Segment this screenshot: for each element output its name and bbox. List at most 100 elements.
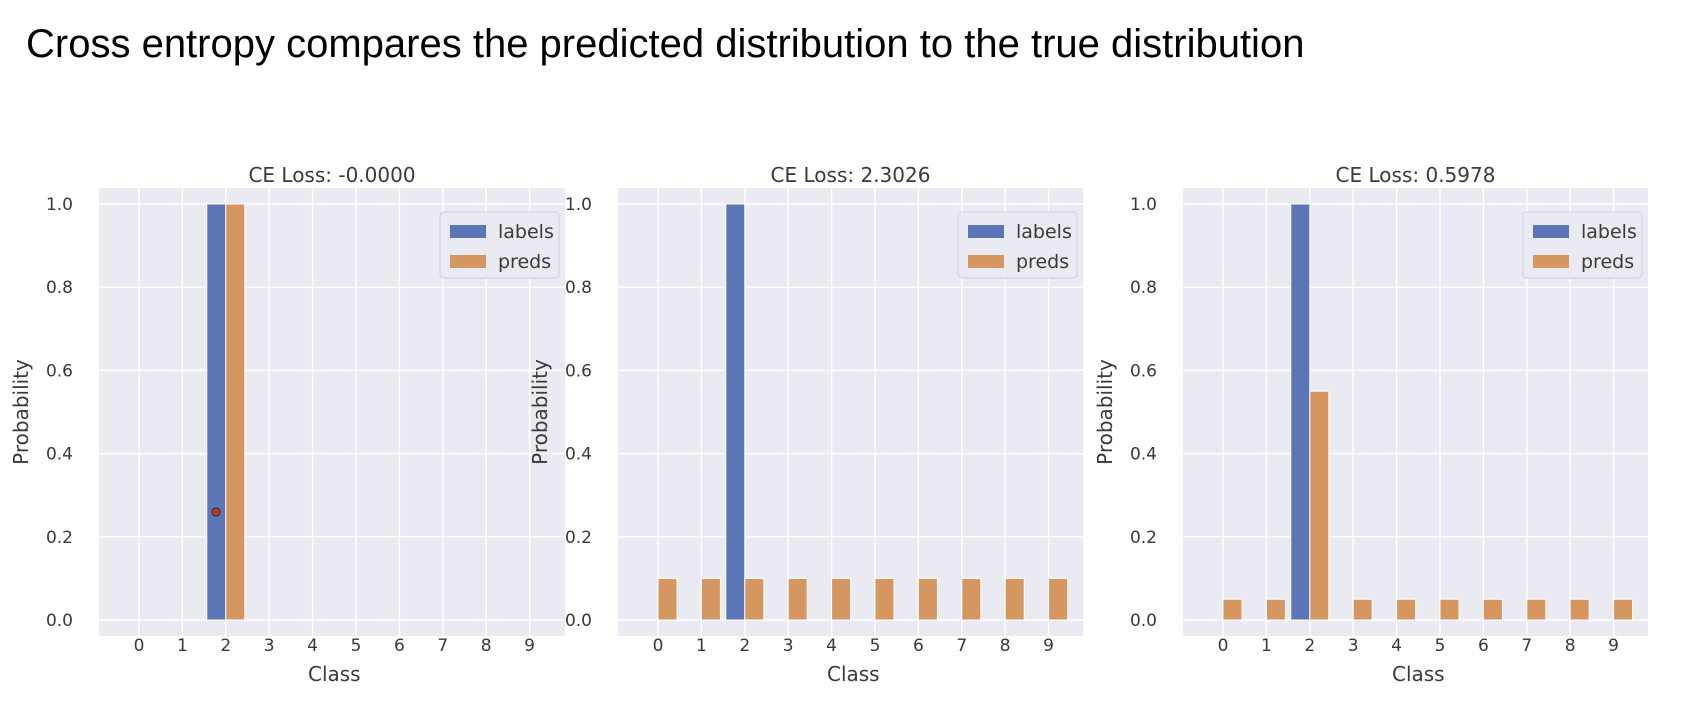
slide-title: Cross entropy compares the predicted dis… (26, 22, 1305, 66)
bar-preds-class-8 (1004, 577, 1025, 621)
bar-preds-class-0 (657, 577, 678, 621)
bar-preds-class-3 (787, 577, 808, 621)
x-tick-label: 1 (1261, 636, 1272, 656)
y-tick-label: 0.0 (565, 611, 592, 631)
bar-preds-class-2 (225, 203, 246, 621)
x-tick-label: 8 (1000, 636, 1011, 656)
cursor-dot (211, 507, 221, 517)
y-tick-label: 0.4 (565, 445, 592, 465)
x-axis-title: Class (827, 662, 880, 686)
bar-preds-class-6 (917, 577, 938, 621)
x-tick-label: 8 (481, 636, 492, 656)
bar-preds-class-5 (874, 577, 895, 621)
legend-label-preds: preds (1016, 251, 1069, 273)
x-tick-label: 4 (307, 636, 318, 656)
x-tick-label: 2 (220, 636, 231, 656)
legend-label-preds: preds (1581, 251, 1634, 273)
x-tick-label: 4 (826, 636, 837, 656)
y-tick-label: 1.0 (46, 195, 73, 215)
x-tick-label: 7 (437, 636, 448, 656)
y-tick-label: 0.4 (46, 445, 73, 465)
x-tick-label: 8 (1565, 636, 1576, 656)
x-tick-label: 3 (783, 636, 794, 656)
legend-swatch-labels (450, 225, 486, 238)
bar-preds-class-2 (744, 577, 765, 621)
x-tick-label: 5 (870, 636, 881, 656)
legend: labels preds (957, 211, 1078, 279)
x-tick-label: 1 (696, 636, 707, 656)
bar-preds-class-7 (1526, 598, 1547, 621)
chart-panel-3: 0.0 0.2 0.4 0.6 0.8 1.0 0 1 2 3 4 5 6 7 8 9 CE Loss: 0.5… (1093, 163, 1648, 686)
x-tick-label: 6 (1478, 636, 1489, 656)
x-tick-label: 7 (1521, 636, 1532, 656)
legend-swatch-preds (450, 255, 486, 268)
legend: labels preds (439, 211, 560, 279)
legend-swatch-preds (1533, 255, 1569, 268)
x-tick-label: 0 (1218, 636, 1229, 656)
x-tick-label: 6 (913, 636, 924, 656)
y-tick-label: 0.0 (1130, 611, 1157, 631)
x-tick-label: 5 (351, 636, 362, 656)
legend-label-labels: labels (1581, 221, 1637, 243)
x-axis-title: Class (308, 662, 361, 686)
y-tick-label: 1.0 (565, 195, 592, 215)
y-tick-label: 0.0 (46, 611, 73, 631)
x-axis-title: Class (1392, 662, 1445, 686)
legend-swatch-preds (968, 255, 1004, 268)
bar-preds-class-2 (1309, 390, 1330, 621)
x-tick-label: 9 (524, 636, 535, 656)
x-tick-label: 4 (1391, 636, 1402, 656)
y-tick-label: 0.8 (565, 278, 592, 298)
chart-panel-2: 0.0 0.2 0.4 0.6 0.8 1.0 0 1 2 3 4 5 6 7 8 9 CE Loss: 2.3… (528, 163, 1083, 686)
y-tick-label: 0.6 (1130, 361, 1157, 381)
chart-title: CE Loss: 2.3026 (771, 163, 931, 187)
x-tick-label: 3 (1348, 636, 1359, 656)
y-tick-label: 0.6 (565, 361, 592, 381)
y-tick-label: 1.0 (1130, 195, 1157, 215)
y-tick-label: 0.8 (1130, 278, 1157, 298)
y-tick-label: 0.4 (1130, 445, 1157, 465)
bar-preds-class-4 (831, 577, 852, 621)
bar-preds-class-4 (1396, 598, 1417, 621)
x-tick-label: 9 (1043, 636, 1054, 656)
x-tick-label: 0 (653, 636, 664, 656)
bar-labels-class-2 (1290, 203, 1311, 621)
y-axis-title: Probability (9, 359, 33, 465)
x-tick-label: 2 (739, 636, 750, 656)
bar-preds-class-5 (1439, 598, 1460, 621)
x-tick-label: 9 (1608, 636, 1619, 656)
bar-preds-class-1 (1265, 598, 1286, 621)
bar-preds-class-8 (1569, 598, 1590, 621)
y-axis-title: Probability (1093, 359, 1117, 465)
x-tick-label: 0 (134, 636, 145, 656)
bar-preds-class-0 (1222, 598, 1243, 621)
x-tick-label: 2 (1304, 636, 1315, 656)
y-tick-label: 0.8 (46, 278, 73, 298)
legend-swatch-labels (968, 225, 1004, 238)
bar-labels-class-2 (725, 203, 746, 621)
x-tick-label: 7 (956, 636, 967, 656)
bar-preds-class-9 (1613, 598, 1634, 621)
legend-label-labels: labels (498, 221, 554, 243)
y-axis-title: Probability (528, 359, 552, 465)
x-tick-label: 5 (1435, 636, 1446, 656)
y-tick-label: 0.6 (46, 361, 73, 381)
bar-preds-class-7 (961, 577, 982, 621)
y-tick-label: 0.2 (565, 528, 592, 548)
bar-preds-class-3 (1352, 598, 1373, 621)
x-tick-label: 3 (264, 636, 275, 656)
x-tick-label: 6 (394, 636, 405, 656)
bar-labels-class-2 (206, 203, 227, 621)
bar-preds-class-6 (1482, 598, 1503, 621)
chart-title: CE Loss: 0.5978 (1336, 163, 1496, 187)
legend-swatch-labels (1533, 225, 1569, 238)
legend-label-preds: preds (498, 251, 551, 273)
y-tick-label: 0.2 (46, 528, 73, 548)
legend-label-labels: labels (1016, 221, 1072, 243)
chart-title: CE Loss: -0.0000 (248, 163, 415, 187)
y-tick-label: 0.2 (1130, 528, 1157, 548)
bar-preds-class-1 (700, 577, 721, 621)
chart-panel-1: 0.0 0.2 0.4 0.6 0.8 1.0 0 1 2 3 4 5 6 7 8 9 CE Loss: -0.… (9, 163, 565, 686)
x-tick-label: 1 (177, 636, 188, 656)
